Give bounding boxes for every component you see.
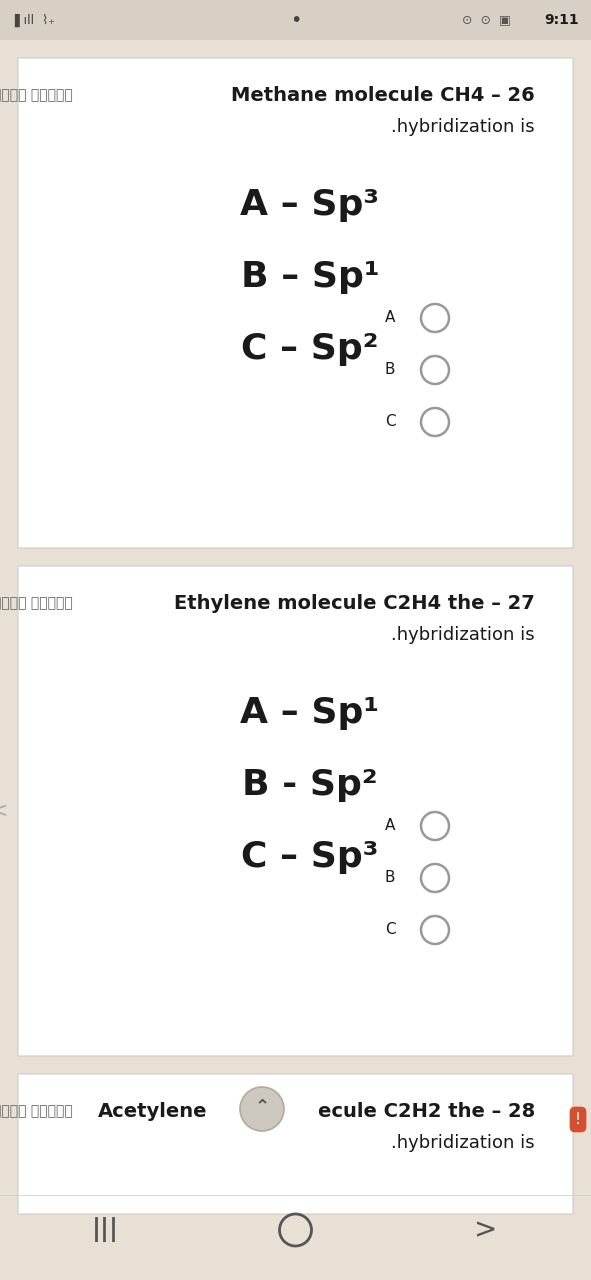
- Text: •: •: [290, 10, 301, 29]
- FancyBboxPatch shape: [18, 1074, 573, 1213]
- FancyBboxPatch shape: [0, 0, 591, 40]
- Text: A – Sp¹: A – Sp¹: [241, 696, 379, 730]
- Text: ecule C2H2 the – 28: ecule C2H2 the – 28: [318, 1102, 535, 1121]
- Text: C – Sp³: C – Sp³: [241, 840, 379, 874]
- Text: A: A: [385, 818, 395, 833]
- Text: ▌ıll  ⌇₊: ▌ıll ⌇₊: [14, 13, 55, 27]
- Text: |||: |||: [92, 1217, 119, 1243]
- Text: B: B: [385, 870, 395, 886]
- Text: نقطة واحدة: نقطة واحدة: [0, 88, 73, 102]
- Text: .hybridization is: .hybridization is: [391, 118, 535, 136]
- Text: 9:11: 9:11: [544, 13, 579, 27]
- Text: Acetylene: Acetylene: [98, 1102, 207, 1121]
- Text: A – Sp³: A – Sp³: [241, 188, 379, 221]
- Text: <: <: [0, 801, 8, 820]
- Text: .hybridization is: .hybridization is: [391, 626, 535, 644]
- Text: ⌃: ⌃: [255, 1097, 269, 1115]
- Text: ⊙  ⊙  ▣: ⊙ ⊙ ▣: [462, 14, 511, 27]
- Text: Methane molecule CH4 – 26: Methane molecule CH4 – 26: [231, 86, 535, 105]
- Text: C: C: [385, 415, 395, 430]
- Text: C: C: [385, 923, 395, 937]
- Text: >: >: [475, 1216, 498, 1244]
- FancyBboxPatch shape: [18, 58, 573, 548]
- Text: B: B: [385, 362, 395, 378]
- Text: نقطة واحدة: نقطة واحدة: [0, 596, 73, 611]
- Text: B – Sp¹: B – Sp¹: [241, 260, 379, 294]
- Text: .hybridization is: .hybridization is: [391, 1134, 535, 1152]
- Text: A: A: [385, 311, 395, 325]
- Text: نقطة واحدة: نقطة واحدة: [0, 1103, 73, 1117]
- Text: Ethylene molecule C2H4 the – 27: Ethylene molecule C2H4 the – 27: [174, 594, 535, 613]
- Circle shape: [240, 1087, 284, 1132]
- Text: !: !: [575, 1112, 581, 1126]
- Text: C – Sp²: C – Sp²: [241, 332, 379, 366]
- FancyBboxPatch shape: [18, 566, 573, 1056]
- Text: B - Sp²: B - Sp²: [242, 768, 378, 803]
